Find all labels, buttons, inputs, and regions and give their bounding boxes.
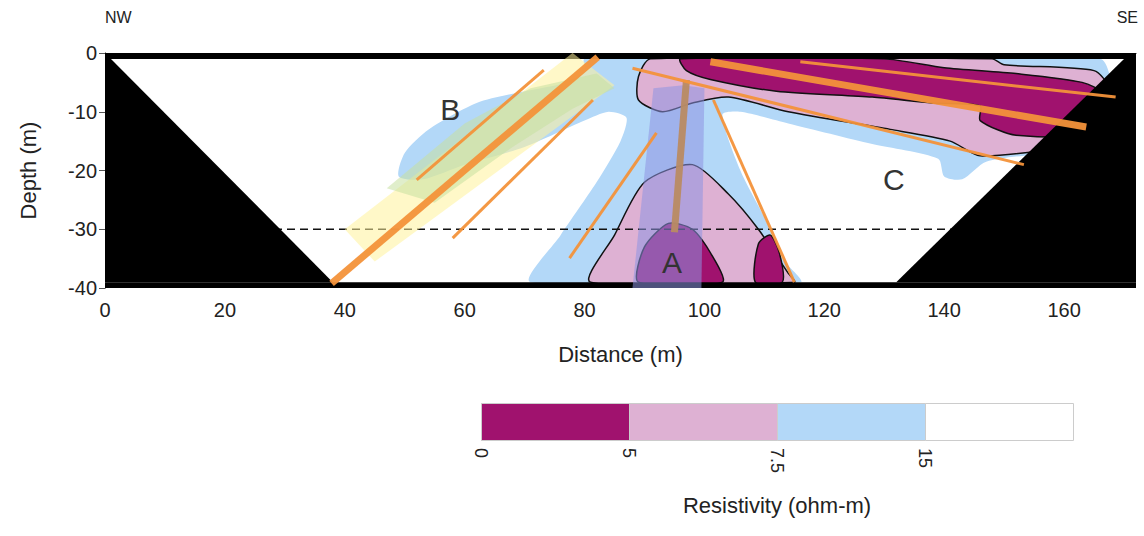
svg-text:NW: NW <box>105 9 133 26</box>
svg-text:0: 0 <box>99 299 110 321</box>
svg-text:-10: -10 <box>68 101 97 123</box>
svg-text:0: 0 <box>86 42 97 64</box>
svg-text:40: 40 <box>334 299 356 321</box>
svg-text:SE: SE <box>1117 9 1138 26</box>
svg-text:-20: -20 <box>68 160 97 182</box>
svg-text:7.5: 7.5 <box>767 448 787 473</box>
svg-text:5: 5 <box>619 448 639 458</box>
svg-text:Depth (m): Depth (m) <box>16 122 41 220</box>
svg-text:80: 80 <box>573 299 595 321</box>
svg-text:B: B <box>440 93 460 126</box>
svg-text:Distance (m): Distance (m) <box>558 342 683 367</box>
svg-text:0: 0 <box>471 448 491 458</box>
svg-text:60: 60 <box>454 299 476 321</box>
svg-text:A: A <box>662 246 682 279</box>
svg-text:C: C <box>883 163 905 196</box>
svg-text:-40: -40 <box>68 277 97 299</box>
svg-text:20: 20 <box>214 299 236 321</box>
svg-text:Resistivity (ohm-m): Resistivity (ohm-m) <box>683 493 871 518</box>
svg-text:-30: -30 <box>68 218 97 240</box>
svg-text:120: 120 <box>808 299 841 321</box>
svg-text:160: 160 <box>1047 299 1080 321</box>
svg-text:140: 140 <box>927 299 960 321</box>
svg-text:15: 15 <box>915 448 935 468</box>
svg-text:100: 100 <box>688 299 721 321</box>
